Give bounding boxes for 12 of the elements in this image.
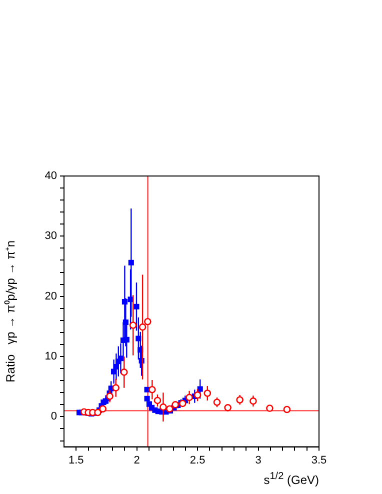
x-tick-label: 2 — [134, 454, 140, 466]
y-axis-title: Ratio γp → π⁰p/γp → π⁺n — [4, 240, 18, 382]
y-tick-label: 20 — [44, 290, 57, 302]
y-tick-label: 0 — [50, 410, 57, 423]
x-tick-label: 3.5 — [311, 454, 327, 466]
y-tick-label: 40 — [44, 170, 57, 182]
y-tick-label: 10 — [44, 350, 57, 363]
x-tick-label: 3 — [255, 454, 262, 466]
x-axis-title: s$^{1/2}$ (GeV) — [264, 471, 319, 487]
y-tick-label: 30 — [44, 230, 57, 242]
x-tick-label: 2.5 — [190, 454, 206, 466]
x-tick-label: 1.5 — [68, 454, 84, 466]
